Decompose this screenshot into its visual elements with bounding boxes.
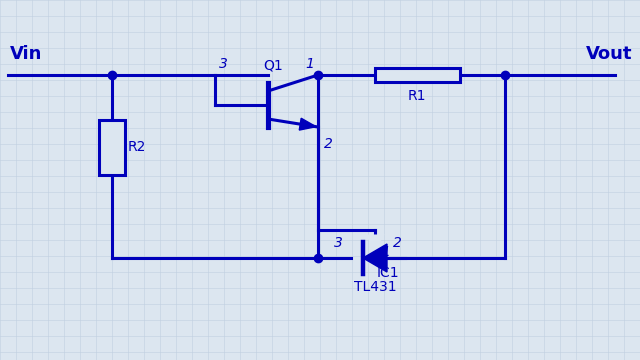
Text: 1: 1 — [305, 57, 314, 71]
Text: 1: 1 — [381, 245, 390, 259]
Bar — [375, 68, 460, 82]
Bar — [99, 120, 125, 175]
Text: 3: 3 — [334, 236, 343, 250]
Text: 2: 2 — [393, 236, 402, 250]
Text: R2: R2 — [128, 140, 147, 154]
Text: IC1: IC1 — [377, 266, 399, 280]
Text: R1: R1 — [408, 89, 426, 103]
Text: 3: 3 — [219, 57, 228, 71]
Text: 2: 2 — [324, 137, 333, 151]
Text: Q1: Q1 — [263, 58, 283, 72]
Text: Vout: Vout — [586, 45, 632, 63]
Polygon shape — [300, 118, 316, 130]
Polygon shape — [368, 236, 382, 248]
Text: Vin: Vin — [10, 45, 42, 63]
Polygon shape — [363, 244, 387, 272]
Text: TL431: TL431 — [354, 280, 396, 294]
